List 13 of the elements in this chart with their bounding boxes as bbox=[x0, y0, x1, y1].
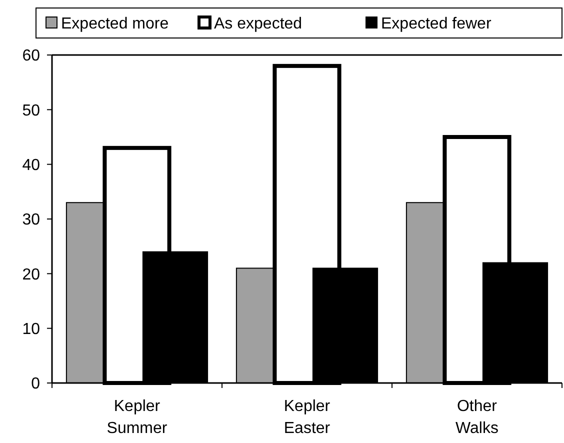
y-tick-label: 0 bbox=[31, 376, 40, 393]
x-tick-label: Other Walks bbox=[456, 398, 498, 437]
y-tick-label: 40 bbox=[22, 156, 40, 174]
legend-label: As expected bbox=[214, 16, 302, 33]
y-tick-label: 10 bbox=[22, 320, 40, 338]
y-tick-label: 50 bbox=[22, 102, 40, 120]
y-tick-label: 20 bbox=[22, 266, 40, 284]
x-tick-label: Kepler Easter bbox=[284, 398, 331, 437]
x-tick-label: Kepler Summer bbox=[106, 398, 168, 437]
legend-label: Expected more bbox=[61, 16, 169, 33]
y-tick-label: 60 bbox=[22, 48, 40, 65]
legend-label: Expected fewer bbox=[381, 16, 492, 33]
y-tick-label: 30 bbox=[22, 212, 40, 229]
